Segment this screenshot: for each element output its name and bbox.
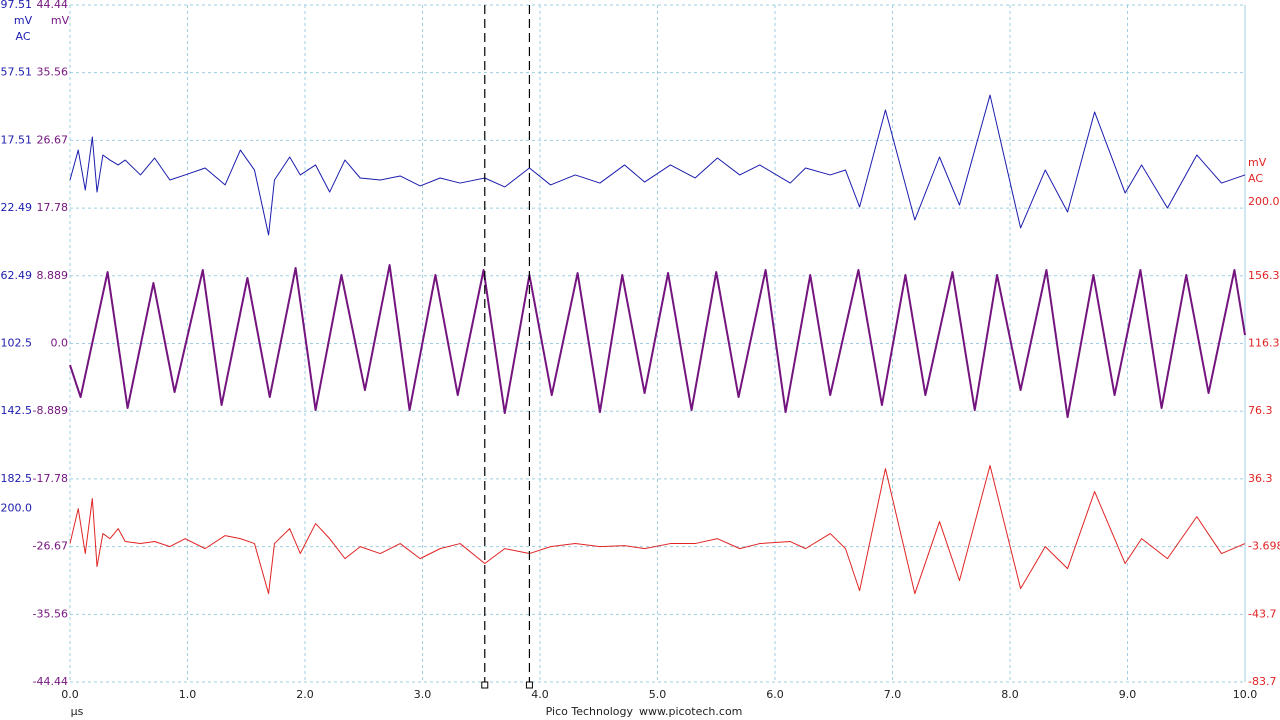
cursor-handle [481, 681, 489, 689]
y-tick-label: 26.67 [37, 133, 69, 146]
y-tick-label: 116.3 [1248, 337, 1280, 350]
y-tick-label: 8.889 [37, 269, 69, 282]
trace [69, 94, 1246, 236]
y-tick-label: -26.67 [33, 540, 68, 553]
x-unit: µs [71, 705, 84, 718]
y-tick-label: 156.3 [1248, 269, 1280, 282]
axis-unit: mV [1248, 156, 1267, 169]
y-tick-label: 17.51 [1, 133, 33, 146]
y-tick-label: 44.44 [37, 0, 69, 11]
y-tick-label: -17.78 [33, 472, 68, 485]
cursor-handle [525, 681, 533, 689]
y-tick-label: 200.0 [1248, 195, 1280, 208]
x-tick-label: 6.0 [766, 688, 784, 701]
y-tick-label: -43.7 [1248, 607, 1276, 620]
x-tick-label: 3.0 [414, 688, 432, 701]
y-tick-label: -44.44 [33, 675, 68, 688]
y-tick-label: -102.5 [0, 337, 32, 350]
y-tick-label: -200.0 [0, 502, 32, 515]
x-tick-label: 0.0 [61, 688, 79, 701]
axis-unit: mV [14, 14, 33, 27]
trace [69, 264, 1246, 419]
credit: Pico Technology [546, 705, 634, 718]
x-tick-label: 4.0 [531, 688, 549, 701]
y-tick-label: 0.0 [51, 337, 69, 350]
y-tick-label: 76.3 [1248, 404, 1273, 417]
x-tick-label: 2.0 [296, 688, 314, 701]
axis-unit: AC [15, 30, 30, 43]
x-tick-label: 5.0 [649, 688, 667, 701]
y-tick-label: -8.889 [33, 404, 68, 417]
trace [69, 465, 1246, 595]
x-tick-label: 8.0 [1001, 688, 1019, 701]
y-tick-label: 35.56 [37, 66, 69, 79]
x-tick-label: 1.0 [179, 688, 197, 701]
y-tick-label: 17.78 [37, 201, 69, 214]
x-tick-label: 7.0 [884, 688, 902, 701]
y-tick-label: -35.56 [33, 607, 68, 620]
axis-unit: AC [1248, 172, 1263, 185]
y-tick-label: -182.5 [0, 472, 32, 485]
axis-unit: mV [51, 14, 70, 27]
y-tick-label: -3.698 [1248, 540, 1280, 553]
y-tick-label: -83.7 [1248, 675, 1276, 688]
y-tick-label: -62.49 [0, 269, 32, 282]
credit-url: www.picotech.com [639, 705, 742, 718]
y-tick-label: 57.51 [1, 66, 33, 79]
x-tick-label: 10.0 [1233, 688, 1258, 701]
y-tick-label: 97.51 [1, 0, 33, 11]
y-tick-label: 36.3 [1248, 472, 1273, 485]
x-tick-label: 9.0 [1119, 688, 1137, 701]
y-tick-label: -142.5 [0, 404, 32, 417]
y-tick-label: -22.49 [0, 201, 32, 214]
